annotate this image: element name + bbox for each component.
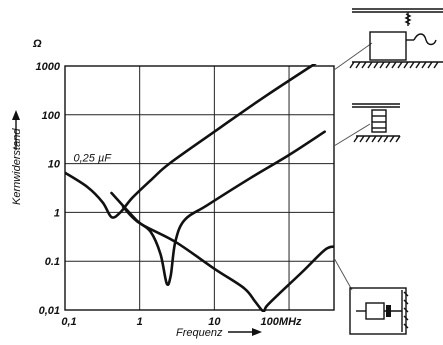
- leader-line-capacitor-block: [333, 42, 373, 71]
- leader-line-coil: [333, 123, 371, 147]
- x-tick-label-3: 100MHz: [261, 316, 302, 328]
- leader-line-feedthrough: [333, 257, 353, 291]
- feedthrough-coil-icon: [352, 103, 401, 143]
- annotations: 0,25 µF: [74, 153, 113, 165]
- feedthrough-capacitor-icon: [349, 287, 409, 335]
- x-tick-labels: 0,1 1 10 100MHz: [61, 316, 302, 328]
- y-tick-label-3: 1: [54, 207, 60, 219]
- y-tick-label-2: 10: [48, 159, 61, 171]
- y-axis-label: Kernwiderstand: [11, 128, 23, 205]
- x-tick-label-0: 0,1: [61, 316, 76, 328]
- plot-frame: [64, 65, 335, 311]
- x-axis-arrow: [228, 328, 262, 336]
- y-tick-label-4: 0.1: [45, 256, 60, 268]
- y-tick-labels: 1000 100 10 1 0.1 0,01: [36, 61, 61, 317]
- y-tick-label-0: 1000: [36, 61, 61, 73]
- x-tick-label-2: 10: [208, 316, 221, 328]
- grid: [65, 66, 334, 310]
- y-axis-arrow: [12, 110, 20, 150]
- series-line-feed-through-capacitor: [121, 205, 334, 312]
- series: [65, 64, 334, 312]
- x-axis-label: Frequenz: [176, 327, 223, 339]
- annotation-0: 0,25 µF: [74, 153, 113, 165]
- x-tick-label-1: 1: [137, 316, 143, 328]
- y-unit-label: Ω: [32, 38, 42, 50]
- series-line-feed-through-coil: [110, 130, 326, 287]
- y-tick-label-1: 100: [42, 110, 61, 122]
- series-line-capacitor-block: [65, 64, 317, 219]
- capacitor-block-icon: [349, 8, 443, 69]
- y-tick-label-5: 0,01: [39, 305, 60, 317]
